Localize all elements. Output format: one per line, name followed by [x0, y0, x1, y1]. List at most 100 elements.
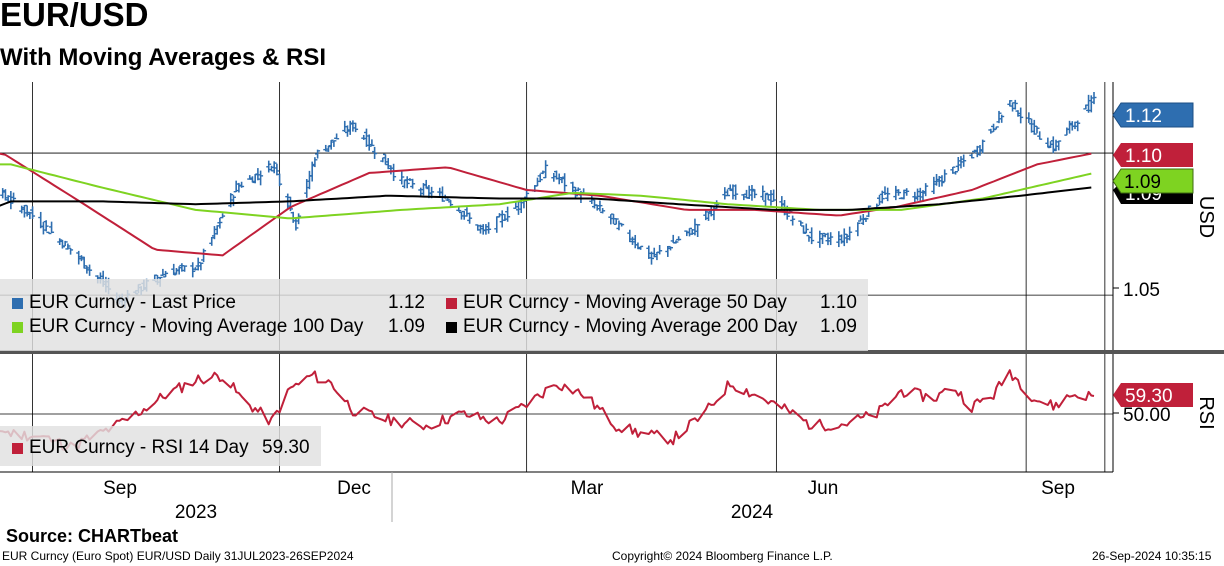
price-bar [896, 189, 902, 196]
price-bar [627, 229, 633, 243]
price-bar [993, 126, 999, 130]
price-bar [752, 189, 758, 199]
price-tag-shape [1112, 102, 1194, 128]
price-bar [458, 211, 464, 220]
price-bar [43, 220, 49, 232]
price-bar [673, 240, 679, 244]
price-bar [382, 153, 388, 166]
price-bar [1075, 120, 1081, 132]
price-bar [923, 183, 929, 197]
price-bar [486, 222, 492, 234]
price-bar [646, 245, 652, 259]
price-bar [863, 217, 869, 223]
month-label-mar: Mar [571, 478, 604, 499]
price-bar [334, 133, 340, 140]
chart-title: EUR/USD [0, 0, 149, 33]
price-bar [49, 221, 55, 234]
price-bar [670, 234, 676, 244]
price-bar [366, 134, 372, 151]
price-bar [62, 240, 68, 247]
price-bar [258, 170, 264, 186]
price-bar [350, 120, 356, 132]
price-bar [499, 210, 505, 228]
rsi-tag-text: 59.30 [1125, 386, 1173, 407]
price-bar [160, 268, 166, 276]
price-bar [385, 158, 391, 170]
price-bar [30, 206, 36, 219]
price-bar [46, 231, 52, 235]
price-bar [893, 185, 899, 201]
price-bar [725, 189, 731, 197]
chart-subtitle: With Moving Averages & RSI [0, 44, 327, 71]
price-bar [1029, 118, 1035, 133]
price-bar [651, 247, 657, 258]
price-bar [209, 236, 215, 246]
price-bar [820, 232, 826, 245]
price-bar [562, 173, 568, 192]
price-bar [1072, 121, 1078, 130]
price-bar [306, 170, 312, 190]
legend-label-ma200: EUR Curncy - Moving Average 200 Day [463, 316, 798, 337]
source-note: Source: CHARTbeat [6, 526, 179, 546]
price-bar [638, 245, 644, 250]
price-bar [594, 204, 600, 211]
price-tick-label: 1.05 [1123, 280, 1160, 301]
legend-value-ma100: 1.09 [388, 316, 425, 337]
price-bar [40, 221, 46, 235]
price-bar [239, 181, 245, 188]
series-lines [0, 152, 1095, 451]
price-bar [942, 169, 948, 183]
price-bar [304, 179, 310, 198]
price-bar [68, 247, 74, 255]
price-bar [616, 220, 622, 231]
price-bar [1048, 141, 1054, 149]
price-bar [649, 251, 655, 265]
price-bar [858, 215, 864, 222]
footer-copyright: Copyright© 2024 Bloomberg Finance L.P. [612, 549, 833, 563]
price-bar [480, 224, 486, 235]
price-bar [201, 248, 207, 263]
price-bar [195, 257, 201, 271]
price-bar [271, 161, 277, 174]
price-bar [331, 140, 337, 147]
price-bar [228, 193, 234, 208]
price-bar [687, 227, 693, 237]
price-bar [515, 201, 521, 215]
price-bar [171, 263, 177, 276]
price-bar [467, 212, 473, 224]
price-bar [1007, 100, 1013, 107]
legend-swatch-ma50 [446, 297, 457, 309]
price-bar [24, 204, 30, 217]
price-bar [315, 149, 321, 159]
price-bar [372, 146, 378, 159]
price-bar [885, 187, 891, 202]
price-bar [1034, 125, 1040, 134]
price-bars [0, 91, 1097, 309]
month-label-sep-2023: Sep [103, 478, 137, 499]
legend-label-ma100: EUR Curncy - Moving Average 100 Day [29, 316, 364, 337]
price-bar [988, 128, 994, 134]
legend-swatch-ma100 [12, 321, 23, 333]
price-bar [882, 186, 888, 196]
price-bar [439, 186, 445, 202]
price-bar [746, 185, 752, 200]
price-bar [27, 211, 33, 220]
price-bar [763, 192, 769, 207]
price-bar [1053, 139, 1059, 152]
price-bar [939, 175, 945, 187]
price-bar [1091, 91, 1097, 105]
legend-value-ma200: 1.09 [820, 316, 857, 337]
price-bar [733, 184, 739, 200]
price-bar [268, 165, 274, 172]
price-tag-text: 1.12 [1125, 106, 1162, 127]
price-bar [418, 187, 424, 196]
price-bar [768, 190, 774, 206]
price-bar [8, 191, 14, 210]
price-axis-unit: USD [1195, 196, 1217, 238]
price-bar [722, 187, 728, 200]
rsi-line [0, 369, 1095, 451]
price-bar [1018, 107, 1024, 124]
price-bar [182, 265, 188, 272]
price-bar [803, 223, 809, 234]
